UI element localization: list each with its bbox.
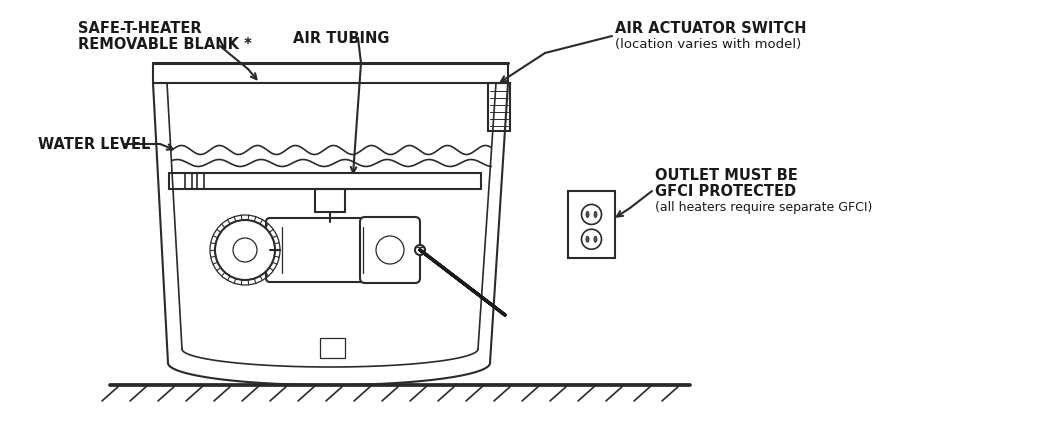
Ellipse shape [594, 236, 597, 242]
Bar [186, 173, 192, 189]
Ellipse shape [594, 211, 597, 218]
Circle shape [215, 220, 275, 280]
Bar [197, 173, 204, 189]
Circle shape [582, 205, 601, 225]
Text: AIR TUBING: AIR TUBING [293, 31, 389, 46]
Ellipse shape [586, 211, 589, 218]
FancyBboxPatch shape [266, 218, 379, 282]
Circle shape [233, 238, 257, 262]
Text: (location varies with model): (location varies with model) [615, 38, 801, 51]
Circle shape [416, 245, 425, 255]
FancyBboxPatch shape [360, 217, 420, 283]
Circle shape [582, 229, 601, 249]
Bar [568, 191, 615, 258]
Bar [488, 83, 510, 131]
Text: OUTLET MUST BE: OUTLET MUST BE [655, 167, 798, 183]
Bar [320, 338, 344, 358]
Ellipse shape [586, 236, 589, 242]
Text: GFCI PROTECTED: GFCI PROTECTED [655, 183, 796, 198]
Text: SAFE-T-HEATER: SAFE-T-HEATER [78, 20, 201, 35]
Text: (all heaters require separate GFCI): (all heaters require separate GFCI) [655, 201, 872, 214]
Text: AIR ACTUATOR SWITCH: AIR ACTUATOR SWITCH [615, 20, 807, 35]
Text: WATER LEVEL: WATER LEVEL [38, 136, 151, 152]
Text: REMOVABLE BLANK *: REMOVABLE BLANK * [78, 36, 252, 51]
